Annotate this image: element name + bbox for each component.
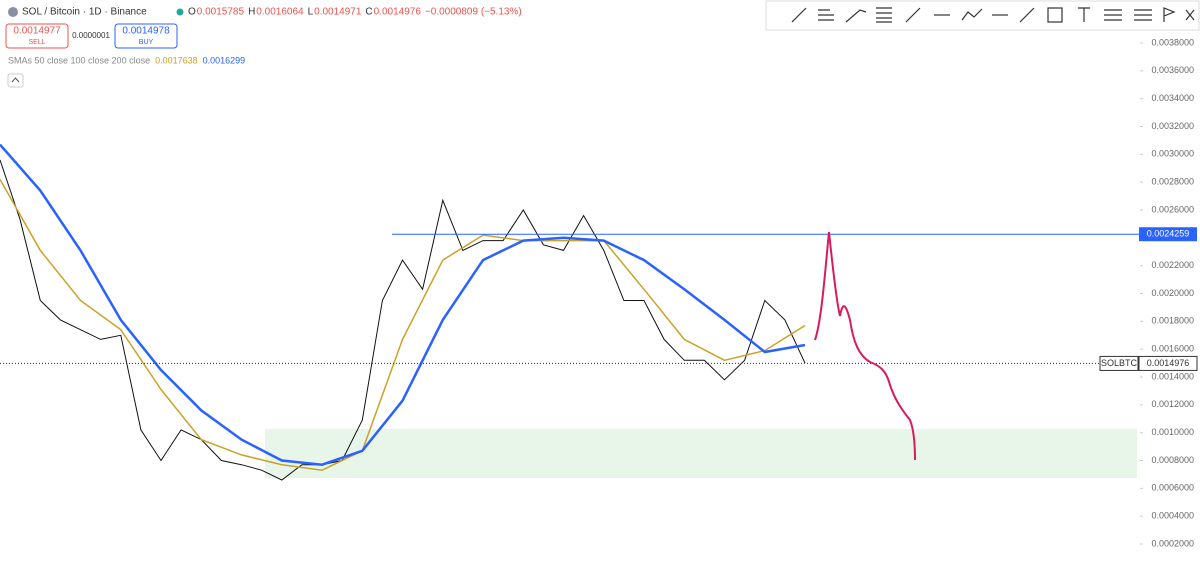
tool-path[interactable] xyxy=(961,8,983,21)
y-tick-label: 0.0004000 xyxy=(1151,511,1194,521)
sell-button[interactable] xyxy=(5,23,69,49)
ohlc-label: C xyxy=(365,7,372,18)
price-axis xyxy=(1140,0,1200,562)
sell-label: SELL xyxy=(28,39,45,46)
y-tick-label: 0.0016000 xyxy=(1151,344,1194,354)
y-tick-label: 0.0010000 xyxy=(1151,427,1194,437)
indicator-value: 0.0017638 xyxy=(155,55,198,65)
tool-rect[interactable] xyxy=(1047,7,1063,23)
ohlc: O 0.0015785 H 0.0016064 L 0.0014971 C 0.0014976 xyxy=(188,7,421,18)
y-tick-label: 0.0026000 xyxy=(1151,204,1194,214)
y-tick-label: 0.0012000 xyxy=(1151,399,1194,409)
spread: 0.0000001 xyxy=(72,31,110,40)
collapse-icon xyxy=(11,77,20,83)
price-line-label: 0.0024259 xyxy=(1147,229,1190,239)
buy-button[interactable] xyxy=(114,23,178,49)
ohlc-value: 0.0014971 xyxy=(314,7,362,18)
collapse-button[interactable] xyxy=(7,73,24,88)
y-tick-label: 0.0036000 xyxy=(1151,65,1194,75)
tool-trendline[interactable] xyxy=(791,7,807,23)
indicator-value: 0.0016299 xyxy=(203,55,246,65)
y-tick-label: 0.0018000 xyxy=(1151,316,1194,326)
y-tick-label: 0.0020000 xyxy=(1151,288,1194,298)
axis: 0.0002000 0.0004000 0.0006000 0.0008000 0.00… xyxy=(1099,37,1198,548)
ohlc-label: L xyxy=(308,7,314,18)
change: −0.0000809 (−5.13%) xyxy=(425,7,522,18)
y-tick-label: 0.0006000 xyxy=(1151,483,1194,493)
tool-pitchfork[interactable] xyxy=(845,9,867,23)
series-line xyxy=(0,143,806,466)
plot xyxy=(0,143,1140,481)
y-tick-label: 0.0014000 xyxy=(1151,371,1194,381)
y-tick-label: 0.0032000 xyxy=(1151,121,1194,131)
status-dot xyxy=(176,8,184,16)
ohlc-value: 0.0016064 xyxy=(256,7,304,18)
y-tick-label: 0.0008000 xyxy=(1151,455,1194,465)
y-tick-label: 0.0022000 xyxy=(1151,260,1194,270)
indicator-label: SMAs 50 close 100 close 200 close xyxy=(8,55,150,65)
tool-ray[interactable] xyxy=(905,7,921,23)
y-tick-label: 0.0038000 xyxy=(1151,37,1194,47)
toolbar-icons xyxy=(791,7,1195,23)
series-line xyxy=(0,159,806,481)
tool-measure[interactable] xyxy=(1134,9,1152,21)
last-price-label: 0.0014976 xyxy=(1147,358,1190,368)
tool-text[interactable] xyxy=(1078,7,1090,22)
sell-price: 0.0014977 xyxy=(13,26,61,37)
tool-arrow[interactable] xyxy=(1019,7,1035,23)
demand-zone xyxy=(265,429,1137,478)
price-line-tag xyxy=(1139,227,1197,242)
drawn-projection xyxy=(814,231,916,461)
indicator-values: 0.0017638 0.0016299 xyxy=(155,55,245,65)
tool-flag[interactable] xyxy=(1163,7,1176,22)
tool-range[interactable] xyxy=(1104,9,1122,21)
symbol: SOL / Bitcoin · 1D · Binance xyxy=(22,7,147,18)
buy-label: BUY xyxy=(139,39,154,46)
tool-fib[interactable] xyxy=(876,7,892,23)
last-price-tag xyxy=(1138,355,1198,371)
tool-channel[interactable] xyxy=(818,9,834,21)
ohlc-label: O xyxy=(188,7,196,18)
y-tick-label: 0.0034000 xyxy=(1151,93,1194,103)
drawing-toolbar xyxy=(765,0,1200,31)
symbol-tag-label: SOLBTC xyxy=(1101,358,1138,368)
y-tick-label: 0.0002000 xyxy=(1151,538,1194,548)
tool-more[interactable] xyxy=(1185,9,1195,21)
symbol-tag xyxy=(1099,355,1139,371)
symbol-icon xyxy=(8,7,18,17)
ohlc-value: 0.0015785 xyxy=(197,7,245,18)
series-line xyxy=(0,179,806,471)
ohlc-label: H xyxy=(248,7,255,18)
y-tick-label: 0.0028000 xyxy=(1151,177,1194,187)
ohlc-value: 0.0014976 xyxy=(374,7,422,18)
buy-price: 0.0014978 xyxy=(122,26,170,37)
y-tick-label: 0.0030000 xyxy=(1151,149,1194,159)
